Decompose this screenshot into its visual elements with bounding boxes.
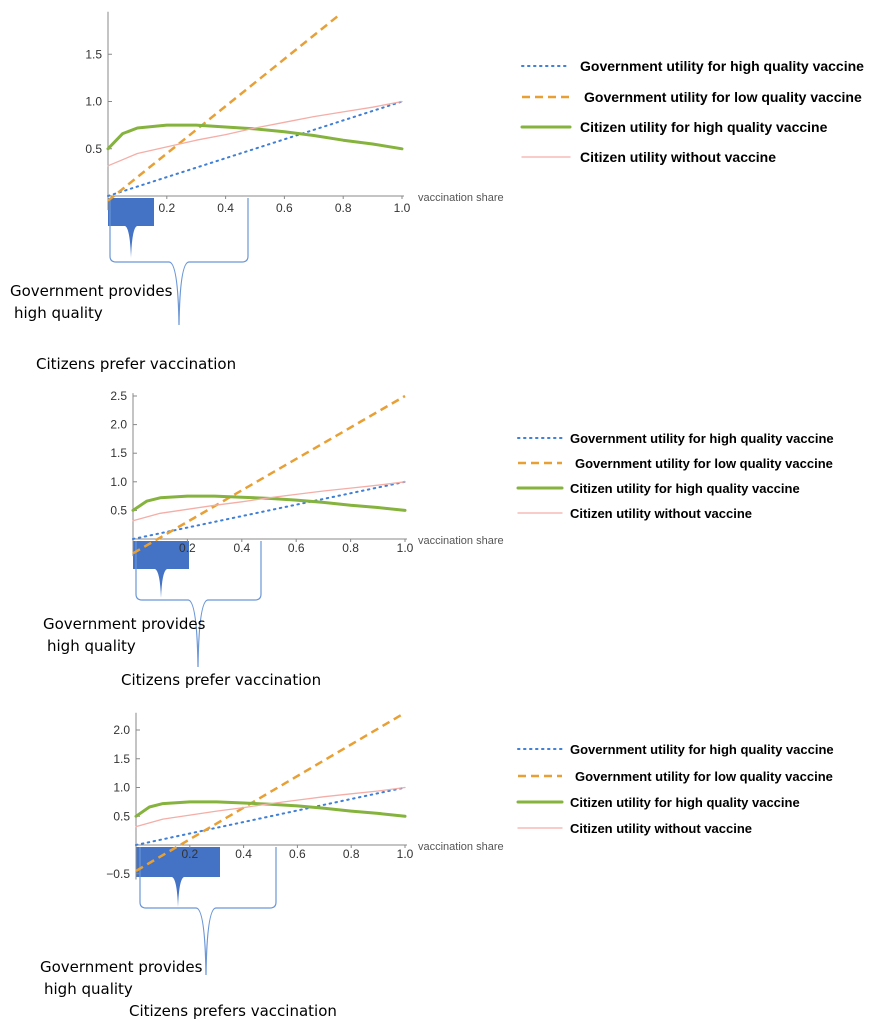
legend-label: Citizen utility without vaccine <box>580 149 776 165</box>
x-axis-label: vaccination share <box>418 535 504 547</box>
shaded-region <box>136 847 220 907</box>
chart-panel-3: 0.2 0.4 0.6 0.8 1.0 −0.5 0.5 1.0 1.5 2.0 vaccinati… <box>40 711 834 1020</box>
legend-label: Citizen utility for high quality vaccine <box>580 119 828 135</box>
legend-label: Government utility for low quality vacci… <box>575 456 833 471</box>
series-line-thick <box>131 494 407 512</box>
series-line-thick <box>106 123 404 151</box>
x-axis-label: vaccination share <box>418 192 504 204</box>
x-tick-label: 0.8 <box>343 847 360 861</box>
annotation-government: high quality <box>44 980 133 998</box>
x-tick-label: 0.4 <box>235 847 252 861</box>
x-tick-label: 1.0 <box>394 201 411 215</box>
annotation-citizens: Citizens prefer vaccination <box>121 671 321 689</box>
chart-panel-1: 0.2 0.4 0.6 0.8 1.0 0.5 1.0 1.5 vaccination shar… <box>10 11 864 373</box>
y-tick-label: 1.5 <box>110 446 127 460</box>
legend-label: Government utility for low quality vacci… <box>584 89 862 105</box>
y-tick-label: 2.5 <box>110 389 127 403</box>
x-tick-label: 0.6 <box>289 847 306 861</box>
annotation-government: Government provides <box>43 615 206 633</box>
series-line-dashed <box>107 15 339 202</box>
curly-brace <box>135 541 262 668</box>
y-tick-label: 1.0 <box>110 475 127 489</box>
series-line-dashed <box>132 394 406 555</box>
legend-label: Government utility for high quality vacc… <box>570 742 834 757</box>
annotation-citizens: Citizens prefer vaccination <box>36 355 236 373</box>
series-line-dotted <box>135 786 406 846</box>
legend-label: Citizen utility for high quality vaccine <box>570 481 800 496</box>
curly-brace <box>109 198 249 326</box>
x-tick-label: 1.0 <box>397 847 414 861</box>
y-tick-label: 1.0 <box>85 95 102 109</box>
annotation-citizens: Citizens prefers vaccination <box>129 1002 337 1020</box>
x-tick-label: 0.6 <box>276 201 293 215</box>
x-tick-label: 0.2 <box>179 541 196 555</box>
series-line-dashed <box>135 711 406 872</box>
series-line-thin <box>135 786 406 828</box>
x-tick-label: 0.4 <box>233 541 250 555</box>
y-tick-label: 2.0 <box>110 418 127 432</box>
y-tick-label: 0.5 <box>110 503 127 517</box>
annotation-government: high quality <box>14 304 103 322</box>
y-tick-label: 1.5 <box>113 752 130 766</box>
series-line-thin <box>132 481 406 522</box>
legend-label: Government utility for low quality vacci… <box>575 769 833 784</box>
x-tick-label: 0.4 <box>217 201 234 215</box>
chart-panel-2: 0.2 0.4 0.6 0.8 1.0 0.5 1.0 1.5 2.0 2.5 vaccinatio… <box>43 389 834 689</box>
series-line-thin <box>107 100 403 167</box>
annotation-government: Government provides <box>40 958 203 976</box>
y-tick-label: 0.5 <box>85 142 102 156</box>
x-tick-label: 0.2 <box>158 201 175 215</box>
annotation-government: high quality <box>47 637 136 655</box>
x-tick-label: 1.0 <box>397 541 414 555</box>
x-axis-label: vaccination share <box>418 841 504 853</box>
series-line-dotted <box>107 100 403 197</box>
curly-brace <box>139 847 277 976</box>
legend-label: Government utility for high quality vacc… <box>580 58 864 74</box>
annotation-government: Government provides <box>10 282 173 300</box>
x-tick-label: 0.6 <box>288 541 305 555</box>
x-tick-label: 0.8 <box>342 541 359 555</box>
y-tick-label: 1.0 <box>113 781 130 795</box>
legend-label: Citizen utility for high quality vaccine <box>570 795 800 810</box>
y-tick-label: 1.5 <box>85 47 102 61</box>
shaded-region <box>133 541 189 598</box>
legend-label: Government utility for high quality vacc… <box>570 431 834 446</box>
legend-label: Citizen utility without vaccine <box>570 506 752 521</box>
series-line-thick <box>134 800 407 818</box>
legend-label: Citizen utility without vaccine <box>570 821 752 836</box>
y-tick-label: 2.0 <box>113 723 130 737</box>
x-tick-label: 0.2 <box>181 847 198 861</box>
x-tick-label: 0.8 <box>335 201 352 215</box>
shaded-region <box>108 198 154 258</box>
series-line-dotted <box>132 480 406 540</box>
y-tick-label: 0.5 <box>113 809 130 823</box>
y-tick-label: −0.5 <box>106 867 130 881</box>
